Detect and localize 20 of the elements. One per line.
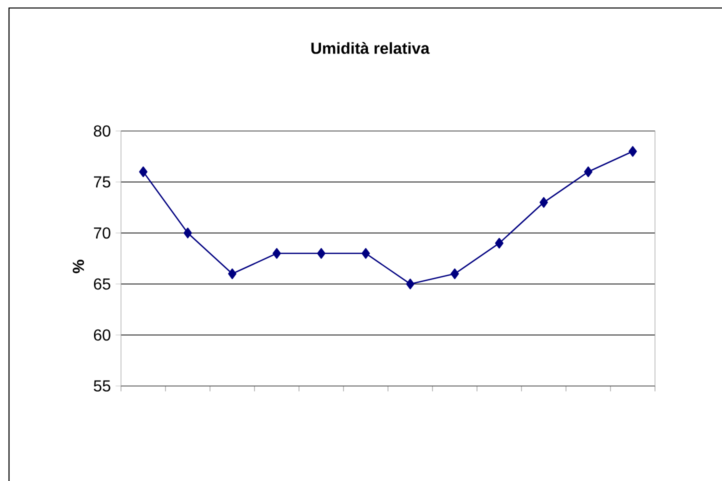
point — [184, 228, 192, 238]
point — [540, 197, 548, 208]
point — [272, 248, 281, 259]
y-tick-label: 55 — [94, 380, 110, 392]
y-tick-label: 65 — [94, 278, 110, 290]
point — [406, 278, 414, 290]
y-tick-label: 70 — [94, 227, 110, 239]
point — [584, 166, 592, 178]
y-tick-label: 60 — [94, 329, 110, 341]
point — [495, 238, 504, 249]
y-axis-title: % — [72, 260, 84, 274]
y-tick-label: 80 — [94, 125, 110, 137]
point — [362, 248, 370, 259]
point — [139, 166, 148, 178]
point — [317, 248, 326, 259]
point — [628, 146, 637, 157]
point — [450, 268, 459, 280]
chart-title: Umidità relativa — [311, 42, 430, 54]
y-tick-label: 75 — [94, 176, 110, 188]
point — [228, 268, 236, 280]
